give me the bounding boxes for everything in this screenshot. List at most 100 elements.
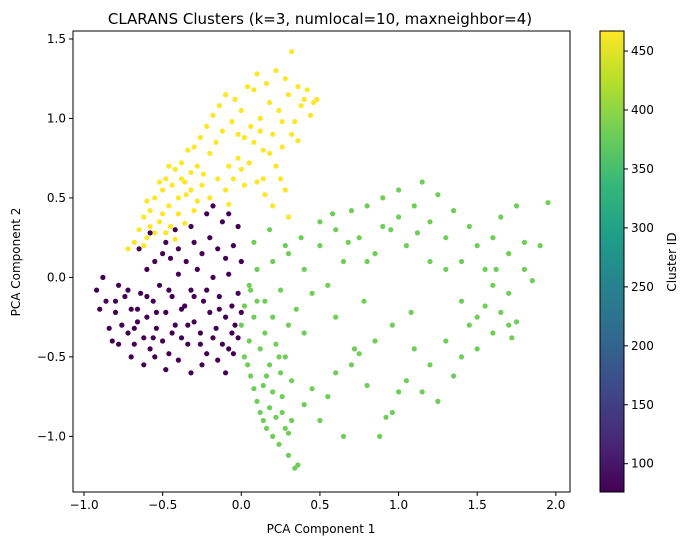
scatter-point (207, 309, 213, 315)
x-tick-label: −0.5 (148, 498, 177, 512)
scatter-point (466, 322, 472, 328)
scatter-point (194, 163, 200, 169)
scatter-point (138, 290, 144, 296)
scatter-point (238, 309, 244, 315)
scatter-point (119, 322, 125, 328)
scatter-point (251, 386, 257, 392)
scatter-point (175, 357, 181, 363)
scatter-point (289, 378, 295, 384)
scatter-point (216, 103, 222, 109)
x-tick-label: 1.0 (389, 498, 408, 512)
scatter-point (364, 258, 370, 265)
scatter-point (411, 346, 417, 352)
scatter-point (276, 107, 282, 114)
scatter-point (232, 322, 238, 328)
scatter-point (147, 223, 153, 230)
colorbar-tick-label: 100 (631, 457, 654, 471)
scatter-point (377, 433, 383, 439)
scatter-point (340, 433, 347, 439)
scatter-point (254, 266, 260, 272)
scatter-point (160, 211, 166, 217)
scatter-point (403, 378, 409, 384)
scatter-point (241, 354, 247, 360)
scatter-point (219, 341, 225, 347)
scatter-point (175, 246, 181, 252)
scatter-point (427, 219, 433, 225)
scatter-point (257, 409, 263, 416)
scatter-point (257, 346, 263, 352)
scatter-point (289, 131, 295, 137)
scatter-point (147, 346, 153, 352)
scatter-point (144, 198, 150, 204)
scatter-point (182, 220, 188, 226)
scatter-point (219, 219, 225, 225)
scatter-point (200, 298, 207, 304)
scatter-point (199, 251, 205, 257)
scatter-point (141, 335, 147, 341)
scatter-point (295, 462, 301, 468)
colorbar-axis: 100 150 200 250 300 350 400 450 (624, 44, 654, 471)
scatter-point (292, 119, 298, 125)
scatter-point (506, 290, 512, 296)
scatter-point (197, 341, 203, 347)
scatter-point (226, 201, 232, 207)
scatter-point (279, 119, 285, 125)
scatter-point (141, 243, 147, 249)
scatter-point (210, 112, 216, 118)
x-tick-label: 0.5 (310, 498, 329, 512)
scatter-point (210, 274, 216, 280)
scatter-point (273, 341, 279, 347)
scatter-point (194, 198, 200, 204)
plot-area (73, 31, 570, 492)
scatter-point (230, 351, 236, 357)
scatter-point (282, 354, 288, 360)
scatter-point (361, 298, 367, 304)
scatter-point (167, 255, 174, 261)
scatter-point (128, 354, 134, 360)
scatter-point (185, 341, 191, 347)
scatter-point (156, 282, 163, 288)
scatter-point (351, 346, 358, 352)
scatter-point (199, 182, 205, 188)
scatter-point (125, 330, 131, 336)
scatter-point (183, 258, 189, 265)
scatter-point (238, 322, 244, 328)
scatter-point (458, 258, 465, 265)
y-tick-label: 1.5 (47, 32, 66, 46)
scatter-point (279, 144, 285, 150)
y-axis-label: PCA Component 2 (9, 208, 23, 317)
scatter-point (311, 99, 317, 106)
scatter-point (188, 187, 194, 193)
scatter-point (197, 330, 203, 336)
scatter-point (273, 68, 279, 74)
scatter-point (175, 271, 181, 277)
scatter-point (172, 227, 178, 233)
scatter-point (163, 230, 169, 236)
scatter-point (245, 362, 251, 368)
scatter-point (248, 287, 254, 293)
scatter-point (134, 306, 141, 312)
scatter-point (163, 239, 169, 245)
scatter-point (191, 144, 197, 150)
scatter-point (150, 335, 156, 341)
scatter-point (289, 49, 295, 55)
scatter-point (216, 306, 222, 312)
scatter-point (178, 335, 185, 341)
scatter-point (474, 346, 480, 352)
scatter-point (136, 246, 142, 252)
scatter-point (172, 322, 178, 328)
scatter-point (152, 230, 158, 236)
scatter-point (345, 239, 351, 245)
scatter-point (131, 239, 137, 245)
scatter-point (257, 128, 263, 134)
scatter-point (325, 282, 331, 288)
scatter-point (160, 338, 166, 344)
scatter-point (241, 134, 247, 141)
scatter-point (251, 87, 257, 93)
scatter-point (513, 203, 520, 209)
scatter-point (356, 235, 362, 241)
scatter-point (248, 373, 254, 379)
scatter-point (235, 223, 241, 230)
scatter-point (254, 179, 260, 185)
